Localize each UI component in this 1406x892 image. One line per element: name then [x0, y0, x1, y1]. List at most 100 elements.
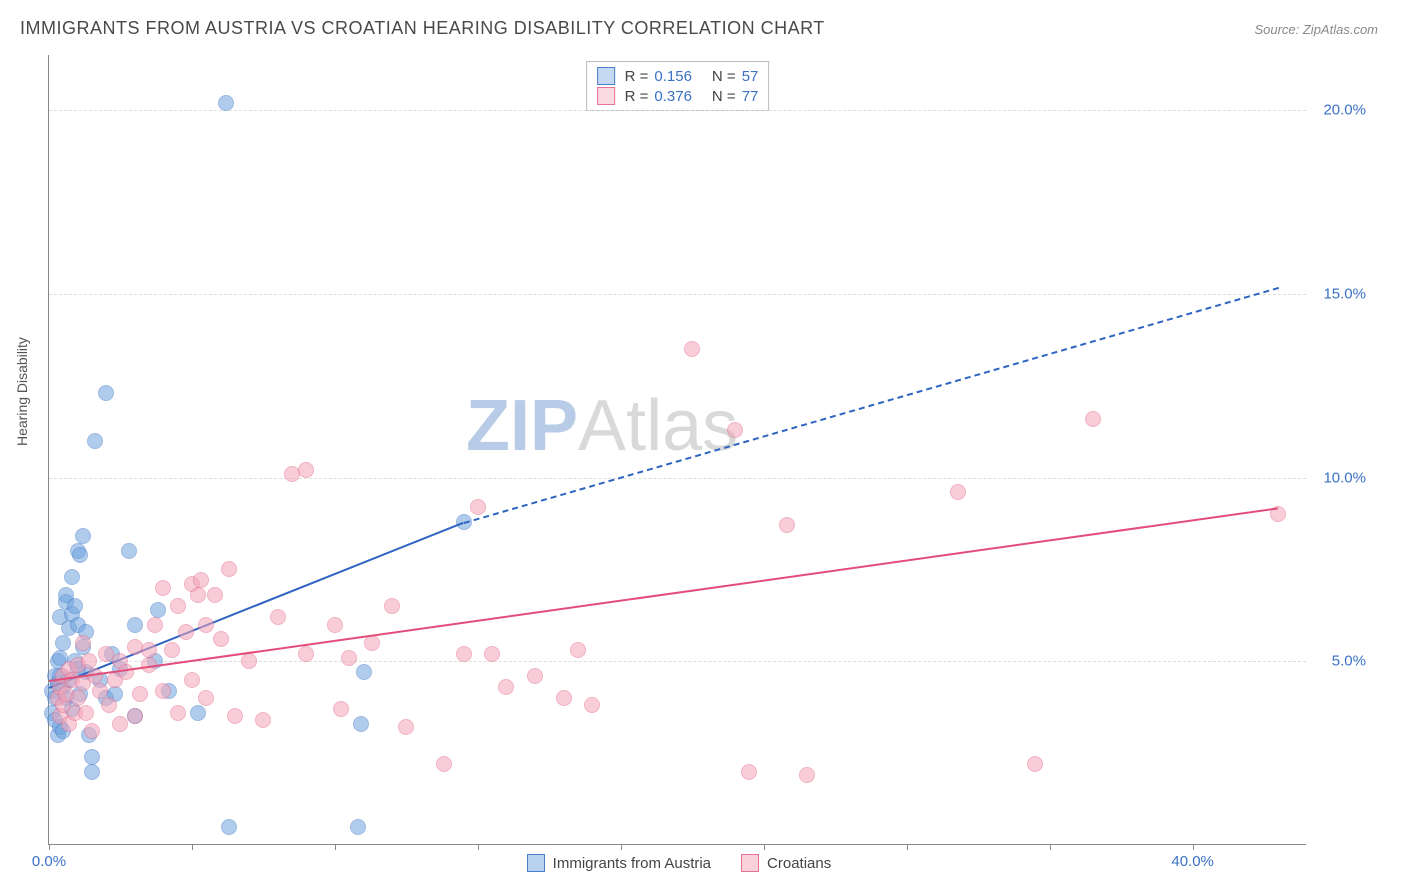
data-point [221, 819, 237, 835]
data-point [570, 642, 586, 658]
data-point [779, 517, 795, 533]
y-axis-label: Hearing Disability [14, 337, 30, 446]
data-point [527, 668, 543, 684]
data-point [170, 598, 186, 614]
x-tick [478, 844, 479, 850]
data-point [170, 705, 186, 721]
data-point [398, 719, 414, 735]
data-point [81, 653, 97, 669]
data-point [221, 561, 237, 577]
data-point [64, 569, 80, 585]
legend-series-item: Croatians [741, 854, 831, 872]
data-point [55, 635, 71, 651]
data-point [727, 422, 743, 438]
data-point [75, 528, 91, 544]
data-point [799, 767, 815, 783]
x-tick [907, 844, 908, 850]
x-tick-label: 0.0% [32, 853, 66, 870]
y-tick-label: 5.0% [1332, 653, 1366, 670]
data-point [121, 543, 137, 559]
data-point [684, 341, 700, 357]
legend-stat-row: R =0.156N =57 [597, 66, 759, 86]
data-point [98, 385, 114, 401]
data-point [456, 646, 472, 662]
data-point [127, 708, 143, 724]
data-point [298, 462, 314, 478]
data-point [127, 617, 143, 633]
data-point [470, 499, 486, 515]
data-point [227, 708, 243, 724]
data-point [741, 764, 757, 780]
data-point [190, 705, 206, 721]
data-point [184, 672, 200, 688]
x-tick [764, 844, 765, 850]
data-point [84, 723, 100, 739]
data-point [341, 650, 357, 666]
data-point [75, 635, 91, 651]
x-tick-label: 40.0% [1171, 853, 1214, 870]
data-point [255, 712, 271, 728]
data-point [150, 602, 166, 618]
data-point [213, 631, 229, 647]
data-point [84, 764, 100, 780]
legend-stat-row: R =0.376N =77 [597, 86, 759, 106]
data-point [101, 697, 117, 713]
data-point [190, 587, 206, 603]
y-tick-label: 10.0% [1323, 469, 1366, 486]
data-point [384, 598, 400, 614]
data-point [298, 646, 314, 662]
data-point [78, 705, 94, 721]
x-tick [1193, 844, 1194, 850]
trend-line [463, 287, 1278, 524]
data-point [132, 686, 148, 702]
data-point [207, 587, 223, 603]
data-point [193, 572, 209, 588]
data-point [155, 683, 171, 699]
data-point [218, 95, 234, 111]
source-attribution: Source: ZipAtlas.com [1254, 22, 1378, 37]
data-point [950, 484, 966, 500]
x-tick [621, 844, 622, 850]
data-point [70, 690, 86, 706]
data-point [356, 664, 372, 680]
data-point [141, 642, 157, 658]
data-point [327, 617, 343, 633]
legend-series: Immigrants from Austria Croatians [527, 854, 832, 872]
data-point [484, 646, 500, 662]
gridline [49, 110, 1306, 111]
legend-stats: R =0.156N =57R =0.376N =77 [586, 61, 770, 111]
x-tick [335, 844, 336, 850]
data-point [92, 683, 108, 699]
data-point [584, 697, 600, 713]
data-point [270, 609, 286, 625]
x-tick [1050, 844, 1051, 850]
y-tick-label: 15.0% [1323, 285, 1366, 302]
data-point [353, 716, 369, 732]
y-tick-label: 20.0% [1323, 102, 1366, 119]
data-point [84, 749, 100, 765]
data-point [436, 756, 452, 772]
data-point [87, 433, 103, 449]
gridline [49, 294, 1306, 295]
data-point [333, 701, 349, 717]
x-tick [192, 844, 193, 850]
data-point [350, 819, 366, 835]
data-point [198, 617, 214, 633]
data-point [178, 624, 194, 640]
data-point [556, 690, 572, 706]
data-point [1027, 756, 1043, 772]
x-tick [49, 844, 50, 850]
data-point [72, 547, 88, 563]
data-point [118, 664, 134, 680]
data-point [198, 690, 214, 706]
data-point [147, 617, 163, 633]
data-point [498, 679, 514, 695]
data-point [1085, 411, 1101, 427]
data-point [155, 580, 171, 596]
trend-line [49, 507, 1279, 682]
gridline [49, 478, 1306, 479]
chart-title: IMMIGRANTS FROM AUSTRIA VS CROATIAN HEAR… [20, 18, 825, 39]
data-point [67, 598, 83, 614]
legend-series-item: Immigrants from Austria [527, 854, 711, 872]
scatter-chart: ZIPAtlas R =0.156N =57R =0.376N =77 Immi… [48, 55, 1306, 845]
